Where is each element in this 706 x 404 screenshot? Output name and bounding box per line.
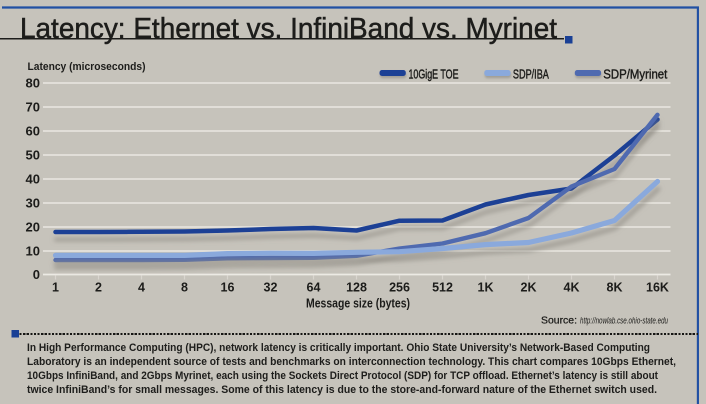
svg-text:Latency (microseconds): Latency (microseconds) bbox=[28, 61, 146, 73]
svg-text:60: 60 bbox=[26, 124, 40, 139]
svg-text:SDP/IBA: SDP/IBA bbox=[513, 67, 549, 81]
svg-text:512: 512 bbox=[432, 281, 453, 295]
svg-text:4K: 4K bbox=[564, 281, 580, 295]
svg-text:Laboratory is an independent s: Laboratory is an independent source of t… bbox=[27, 356, 676, 368]
svg-text:64: 64 bbox=[307, 281, 321, 295]
svg-text:256: 256 bbox=[389, 281, 410, 295]
svg-text:10: 10 bbox=[26, 244, 40, 259]
svg-text:80: 80 bbox=[26, 76, 40, 91]
svg-text:2: 2 bbox=[95, 281, 102, 295]
svg-text:10Gbps InfiniBand, and 2Gbps M: 10Gbps InfiniBand, and 2Gbps Myrinet, ea… bbox=[27, 370, 658, 382]
svg-text:30: 30 bbox=[26, 196, 40, 211]
svg-text:8: 8 bbox=[181, 281, 188, 295]
svg-text:Source:: Source: bbox=[541, 316, 577, 327]
svg-text:twice InfiniBand’s for small m: twice InfiniBand’s for small messages. S… bbox=[27, 384, 657, 396]
svg-text:http://nowlab.cse.ohio-state.e: http://nowlab.cse.ohio-state.edu bbox=[580, 316, 668, 326]
svg-text:20: 20 bbox=[26, 220, 40, 235]
svg-text:4: 4 bbox=[138, 281, 145, 295]
svg-text:0: 0 bbox=[33, 267, 40, 282]
svg-text:1: 1 bbox=[52, 281, 59, 295]
svg-text:8K: 8K bbox=[607, 281, 623, 295]
svg-text:40: 40 bbox=[26, 172, 40, 187]
svg-text:10GigE TOE: 10GigE TOE bbox=[409, 67, 459, 81]
svg-text:128: 128 bbox=[346, 281, 367, 295]
svg-text:16K: 16K bbox=[646, 281, 669, 295]
svg-text:Latency: Ethernet vs. InfiniBa: Latency: Ethernet vs. InfiniBand vs. Myr… bbox=[20, 13, 557, 45]
svg-text:SDP/Myrinet: SDP/Myrinet bbox=[603, 67, 667, 81]
svg-text:2K: 2K bbox=[521, 281, 537, 295]
svg-text:1K: 1K bbox=[478, 281, 494, 295]
svg-text:In High Performance Computing: In High Performance Computing (HPC), net… bbox=[27, 342, 650, 354]
svg-text:Message size (bytes): Message size (bytes) bbox=[306, 297, 410, 311]
svg-text:50: 50 bbox=[26, 148, 40, 163]
svg-text:70: 70 bbox=[26, 100, 40, 115]
svg-text:16: 16 bbox=[221, 281, 235, 295]
svg-text:32: 32 bbox=[264, 281, 278, 295]
